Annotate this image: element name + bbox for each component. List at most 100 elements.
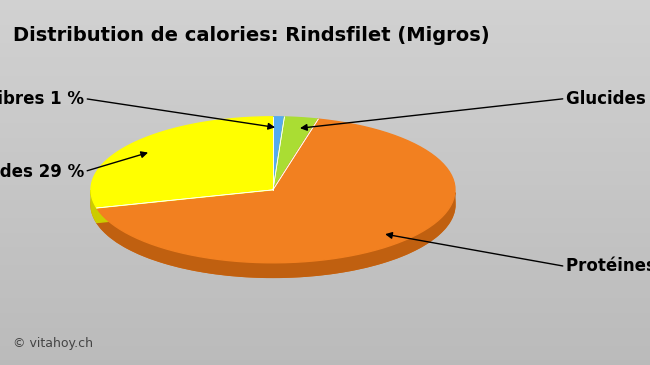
- Bar: [0, 212, 650, 215]
- Bar: [0, 190, 650, 193]
- Bar: [0, 44, 650, 47]
- Bar: [0, 197, 650, 201]
- Text: Distribution de calories: Rindsfilet (Migros): Distribution de calories: Rindsfilet (Mi…: [13, 26, 489, 45]
- Bar: [0, 120, 650, 124]
- Bar: [0, 332, 650, 336]
- Bar: [0, 234, 650, 237]
- Bar: [0, 248, 650, 252]
- Bar: [0, 172, 650, 175]
- Polygon shape: [97, 119, 455, 263]
- Bar: [0, 47, 650, 51]
- Bar: [0, 142, 650, 146]
- Bar: [0, 88, 650, 91]
- Bar: [0, 131, 650, 135]
- Bar: [0, 281, 650, 285]
- Bar: [0, 241, 650, 245]
- Bar: [0, 124, 650, 128]
- Bar: [0, 252, 650, 256]
- Bar: [0, 150, 650, 153]
- Bar: [0, 361, 650, 365]
- Bar: [0, 288, 650, 292]
- Bar: [0, 343, 650, 347]
- Bar: [0, 80, 650, 84]
- Bar: [0, 139, 650, 142]
- Bar: [0, 237, 650, 241]
- Text: Protéines 67 %: Protéines 67 %: [566, 257, 650, 276]
- Polygon shape: [97, 190, 273, 223]
- Bar: [0, 161, 650, 164]
- Bar: [0, 255, 650, 259]
- Bar: [0, 358, 650, 361]
- Bar: [0, 73, 650, 77]
- Bar: [0, 277, 650, 281]
- Bar: [0, 266, 650, 270]
- Bar: [0, 310, 650, 314]
- Bar: [0, 0, 650, 4]
- Bar: [0, 40, 650, 44]
- Bar: [0, 336, 650, 339]
- Bar: [0, 113, 650, 117]
- Bar: [0, 245, 650, 248]
- Polygon shape: [97, 192, 455, 277]
- Bar: [0, 321, 650, 325]
- Bar: [0, 226, 650, 230]
- Bar: [0, 347, 650, 350]
- Bar: [0, 95, 650, 99]
- Bar: [0, 164, 650, 168]
- Bar: [0, 51, 650, 55]
- Bar: [0, 263, 650, 266]
- Bar: [0, 26, 650, 29]
- Polygon shape: [273, 117, 285, 190]
- Bar: [0, 36, 650, 40]
- Text: Glucides 3 %: Glucides 3 %: [566, 89, 650, 108]
- Bar: [0, 7, 650, 11]
- Bar: [0, 303, 650, 307]
- Bar: [0, 157, 650, 161]
- Bar: [0, 193, 650, 197]
- Bar: [0, 146, 650, 150]
- Bar: [0, 307, 650, 310]
- Bar: [0, 153, 650, 157]
- Bar: [0, 11, 650, 15]
- Bar: [0, 219, 650, 223]
- Bar: [0, 18, 650, 22]
- Text: Lipides 29 %: Lipides 29 %: [0, 162, 84, 181]
- Bar: [0, 350, 650, 354]
- Bar: [0, 128, 650, 131]
- Bar: [0, 58, 650, 62]
- Bar: [0, 296, 650, 299]
- Polygon shape: [97, 190, 273, 223]
- Bar: [0, 208, 650, 212]
- Bar: [0, 201, 650, 204]
- Bar: [0, 259, 650, 263]
- Bar: [0, 274, 650, 277]
- Bar: [0, 66, 650, 69]
- Bar: [0, 29, 650, 33]
- Bar: [0, 223, 650, 226]
- Bar: [0, 99, 650, 102]
- Bar: [0, 354, 650, 358]
- Polygon shape: [91, 190, 97, 223]
- Bar: [0, 182, 650, 186]
- Bar: [0, 299, 650, 303]
- Bar: [0, 33, 650, 37]
- Bar: [0, 328, 650, 332]
- Bar: [0, 285, 650, 288]
- Bar: [0, 325, 650, 328]
- Bar: [0, 84, 650, 88]
- Bar: [0, 106, 650, 110]
- Bar: [0, 339, 650, 343]
- Bar: [0, 4, 650, 7]
- Bar: [0, 314, 650, 318]
- Bar: [0, 117, 650, 120]
- Bar: [0, 91, 650, 95]
- Polygon shape: [91, 117, 273, 208]
- Bar: [0, 230, 650, 234]
- Bar: [0, 102, 650, 106]
- Bar: [0, 55, 650, 58]
- Bar: [0, 175, 650, 179]
- Bar: [0, 168, 650, 172]
- Text: © vitahoy.ch: © vitahoy.ch: [13, 337, 93, 350]
- Bar: [0, 77, 650, 80]
- Bar: [0, 69, 650, 73]
